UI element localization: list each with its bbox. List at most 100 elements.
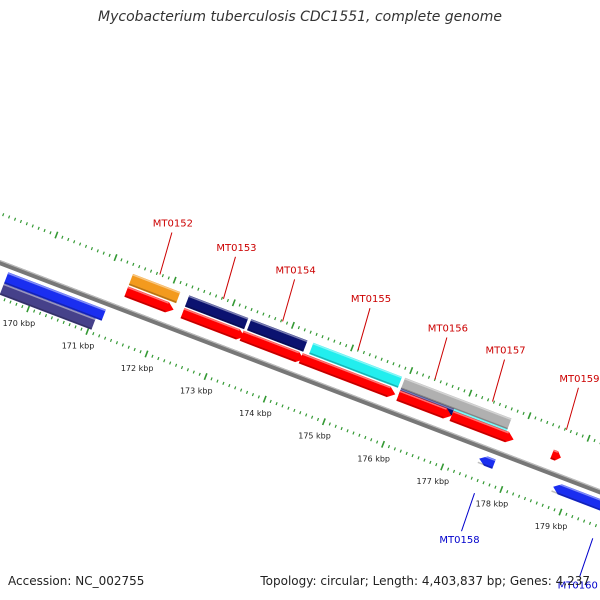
- minor-tick: [43, 228, 46, 233]
- minor-tick: [115, 341, 119, 345]
- minor-tick: [565, 512, 568, 516]
- major-tick: [350, 344, 355, 352]
- minor-tick: [133, 347, 136, 352]
- minor-tick: [240, 388, 243, 392]
- minor-tick: [121, 343, 124, 347]
- bar-shade: [4, 281, 103, 321]
- gene-label: MT0160: [558, 580, 598, 591]
- minor-tick: [299, 411, 302, 415]
- bar-body: [479, 456, 496, 469]
- minor-tick: [108, 253, 111, 257]
- major-tick: [321, 418, 326, 426]
- major-tick: [203, 373, 208, 381]
- scale-label: 178 kbp: [476, 499, 509, 508]
- gene-MT0156: [396, 390, 452, 419]
- minor-tick: [345, 344, 348, 348]
- minor-tick: [31, 224, 34, 228]
- minor-tick: [138, 265, 141, 269]
- bar-shade: [247, 328, 304, 352]
- major-tick: [85, 327, 90, 335]
- minor-tick: [80, 327, 83, 331]
- minor-tick: [583, 519, 586, 523]
- minor-tick: [262, 312, 265, 316]
- gene-MT0158: [477, 454, 496, 469]
- feature-bar: [0, 283, 96, 330]
- major-tick: [262, 395, 267, 403]
- gene-MT0154: [239, 330, 304, 363]
- feature-bar: [247, 319, 308, 352]
- genome-summary: Topology: circular; Length: 4,403,837 bp…: [260, 574, 590, 588]
- minor-tick: [269, 399, 272, 404]
- bar-body: [180, 308, 245, 340]
- minor-tick: [305, 413, 308, 417]
- bar-shade: [0, 293, 93, 330]
- minor-tick: [563, 427, 567, 431]
- minor-tick: [593, 438, 596, 443]
- minor-tick: [245, 390, 249, 394]
- minor-tick: [139, 350, 142, 354]
- scale-label: 177 kbp: [417, 477, 450, 486]
- gene-label: MT0157: [485, 346, 525, 357]
- minor-tick: [333, 339, 336, 343]
- major-tick: [113, 254, 118, 262]
- minor-tick: [21, 304, 24, 309]
- gene-label: MT0156: [428, 324, 468, 335]
- minor-tick: [546, 420, 549, 425]
- gene-label-leader: [565, 387, 579, 430]
- bar-highlight: [302, 353, 391, 389]
- minor-tick: [127, 345, 130, 349]
- minor-tick: [228, 383, 231, 388]
- major-tick: [144, 350, 149, 358]
- minor-tick: [2, 213, 5, 217]
- minor-tick: [516, 409, 519, 413]
- gene-label: MT0153: [216, 243, 256, 254]
- minor-tick: [352, 431, 355, 435]
- minor-tick: [512, 492, 515, 496]
- bar-highlight: [312, 343, 403, 379]
- feature-bar: [309, 342, 403, 388]
- minor-tick: [37, 226, 40, 230]
- gene-MT0160: [551, 481, 600, 511]
- minor-tick: [405, 451, 408, 455]
- bar-body: [396, 390, 452, 419]
- minor-tick: [316, 417, 320, 422]
- major-tick: [381, 440, 386, 448]
- feature-bar: [184, 295, 249, 330]
- bar-highlight: [188, 295, 249, 320]
- inner-tick-track: [3, 298, 598, 528]
- minor-tick: [161, 274, 164, 278]
- bar-highlight: [453, 409, 508, 431]
- minor-tick: [220, 296, 224, 300]
- minor-tick: [417, 456, 420, 460]
- minor-tick: [309, 330, 312, 334]
- scale-label: 175 kbp: [298, 432, 331, 441]
- minor-tick: [132, 262, 135, 266]
- outer-tick-track: [2, 213, 600, 445]
- minor-tick: [191, 285, 194, 289]
- minor-tick: [25, 222, 28, 226]
- minor-tick: [482, 481, 485, 485]
- bar-shade: [309, 352, 399, 388]
- minor-tick: [38, 311, 42, 315]
- bar-body: [4, 272, 106, 321]
- minor-tick: [74, 325, 77, 329]
- gene-label: MT0154: [276, 265, 316, 276]
- backbone-line: [0, 260, 600, 495]
- major-tick: [172, 276, 177, 284]
- minor-tick: [186, 368, 189, 372]
- bar-shade: [185, 304, 245, 329]
- minor-tick: [594, 523, 598, 528]
- minor-tick: [285, 321, 289, 325]
- bar-highlight: [399, 390, 447, 410]
- scale-label: 179 kbp: [535, 522, 568, 531]
- minor-tick: [67, 237, 70, 242]
- minor-tick: [251, 393, 255, 397]
- gene-label: MT0152: [153, 219, 193, 230]
- bar-body: [298, 353, 396, 398]
- minor-tick: [386, 359, 389, 364]
- minor-tick: [376, 440, 379, 444]
- minor-tick: [144, 267, 147, 271]
- bar-highlight: [404, 378, 512, 421]
- gene-label-leader: [282, 279, 296, 322]
